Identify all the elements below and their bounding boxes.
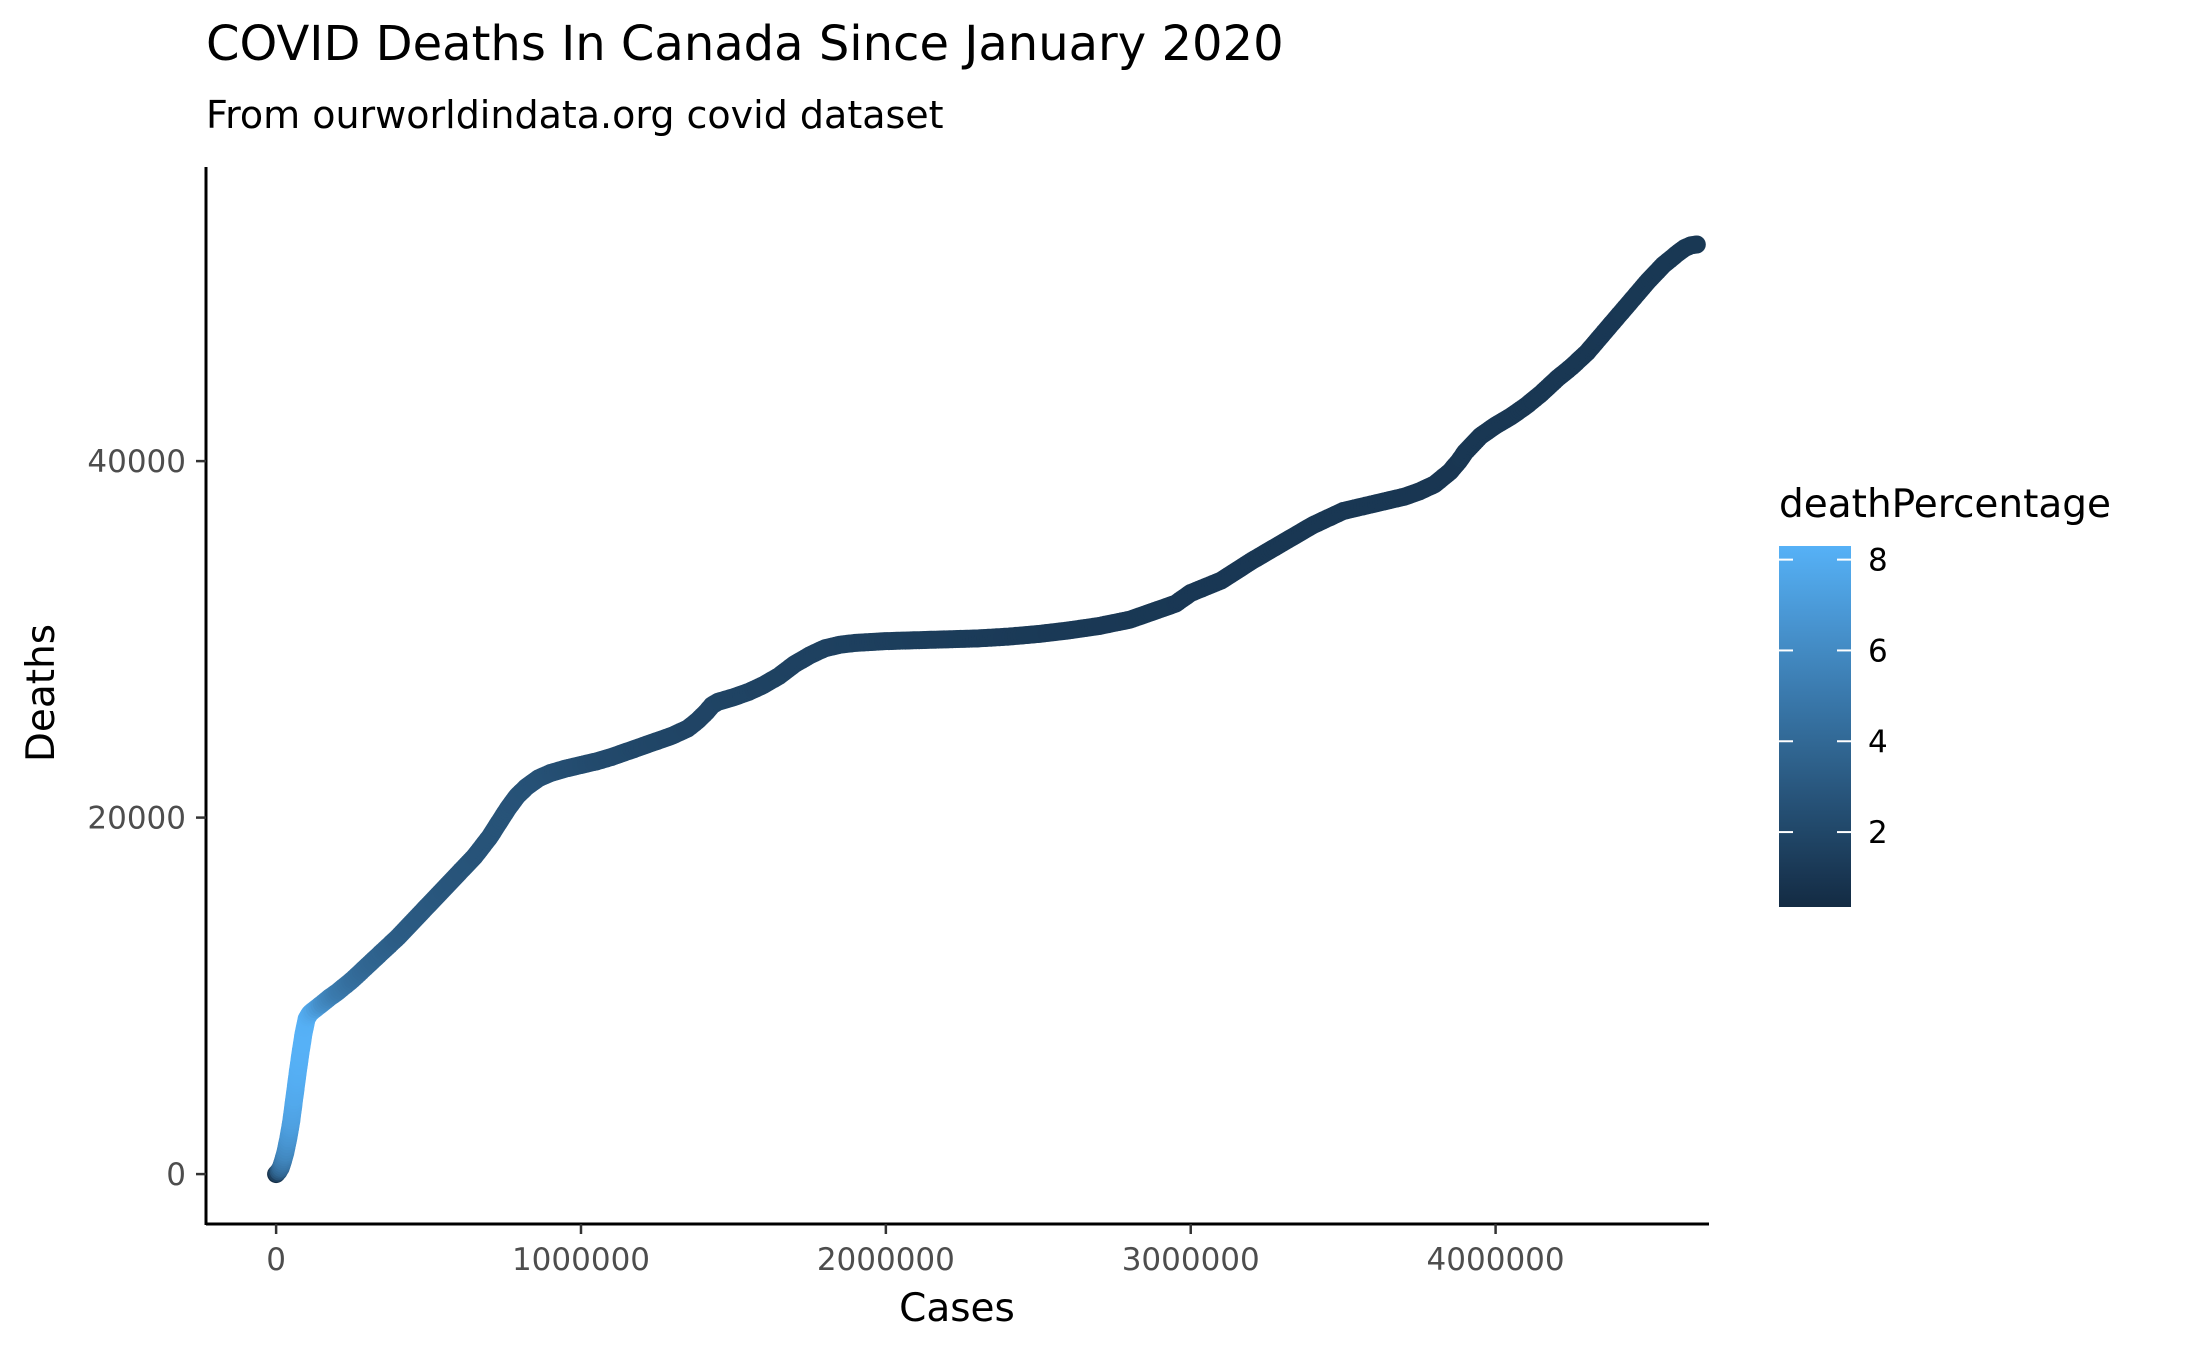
y-tick-label: 40000 bbox=[87, 444, 186, 480]
x-tick-label: 4000000 bbox=[1427, 1242, 1565, 1278]
x-tick-label: 2000000 bbox=[817, 1242, 955, 1278]
legend-title: deathPercentage bbox=[1779, 482, 2111, 527]
y-axis-title: Deaths bbox=[19, 624, 64, 762]
y-axis-ticks: 0 20000 40000 bbox=[87, 444, 206, 1193]
x-tick-label: 0 bbox=[266, 1242, 286, 1278]
legend-tick-label: 8 bbox=[1868, 543, 1888, 579]
x-axis-ticks: 0 1000000 2000000 3000000 4000000 bbox=[266, 1224, 1565, 1278]
x-tick-label: 1000000 bbox=[512, 1242, 650, 1278]
legend-tick-label: 4 bbox=[1868, 724, 1888, 760]
plot-area bbox=[267, 235, 1706, 1184]
y-tick-label: 20000 bbox=[87, 801, 186, 837]
legend-colorbar bbox=[1779, 546, 1851, 907]
legend-tick-label: 2 bbox=[1868, 815, 1888, 851]
x-tick-label: 3000000 bbox=[1122, 1242, 1260, 1278]
legend-ticks: 2 4 6 8 bbox=[1779, 543, 1888, 851]
chart-subtitle: From ourworldindata.org covid dataset bbox=[206, 93, 944, 137]
y-tick-label: 0 bbox=[166, 1157, 186, 1193]
legend: deathPercentage 2 4 6 8 bbox=[1779, 482, 2111, 907]
data-point bbox=[1687, 235, 1706, 254]
legend-tick-label: 6 bbox=[1868, 633, 1888, 669]
chart-title: COVID Deaths In Canada Since January 202… bbox=[206, 16, 1284, 72]
x-axis-title: Cases bbox=[899, 1286, 1015, 1331]
